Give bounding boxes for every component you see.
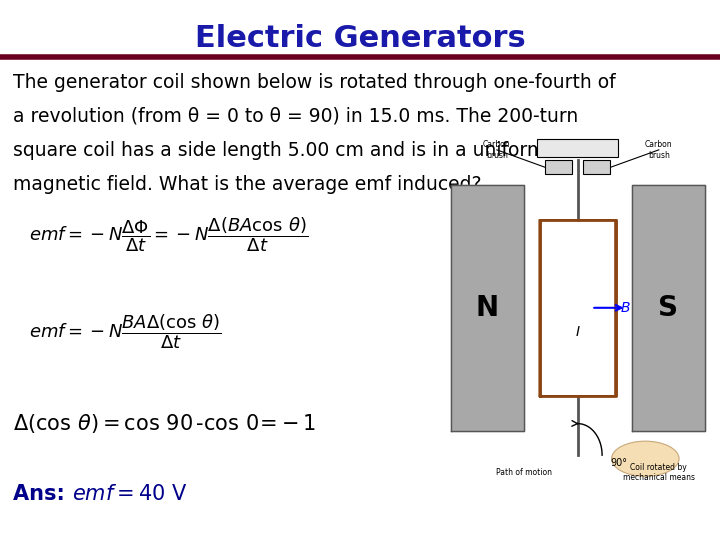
- Text: a revolution (from θ = 0 to θ = 90) in 15.0 ms. The 200-turn: a revolution (from θ = 0 to θ = 90) in 1…: [13, 107, 578, 126]
- Text: The generator coil shown below is rotated through one-fourth of: The generator coil shown below is rotate…: [13, 73, 616, 92]
- Text: 90°: 90°: [611, 458, 627, 468]
- Text: B: B: [621, 301, 631, 315]
- FancyBboxPatch shape: [546, 160, 572, 174]
- Ellipse shape: [611, 441, 679, 476]
- Polygon shape: [632, 185, 705, 431]
- Text: magnetic field. What is the average emf induced?: magnetic field. What is the average emf …: [13, 175, 482, 194]
- Text: Carbon
brush: Carbon brush: [645, 140, 672, 159]
- FancyBboxPatch shape: [537, 139, 618, 157]
- Text: N: N: [476, 294, 499, 322]
- Text: $emf = -N\dfrac{\Delta\Phi}{\Delta t} = -N\dfrac{\Delta(BA\cos\,\theta)}{\Delta : $emf = -N\dfrac{\Delta\Phi}{\Delta t} = …: [29, 215, 308, 254]
- Text: Ans:: Ans:: [13, 484, 72, 504]
- Text: $\Delta(\cos\,\theta) = \cos\,90\,\text{-}\cos\,0\!=\!-1$: $\Delta(\cos\,\theta) = \cos\,90\,\text{…: [13, 413, 316, 435]
- Text: square coil has a side length 5.00 cm and is in a uniform 1.2 T: square coil has a side length 5.00 cm an…: [13, 141, 598, 160]
- Text: Coil rotated by
mechanical means: Coil rotated by mechanical means: [623, 463, 695, 482]
- Text: $emf = 40$ V: $emf = 40$ V: [72, 484, 187, 504]
- Polygon shape: [451, 185, 523, 431]
- FancyBboxPatch shape: [583, 160, 611, 174]
- Text: Path of motion: Path of motion: [496, 468, 552, 477]
- Text: Electric Generators: Electric Generators: [194, 24, 526, 53]
- Text: S: S: [658, 294, 678, 322]
- Text: I: I: [576, 326, 580, 339]
- Text: Carbon
brush: Carbon brush: [483, 140, 510, 159]
- Text: $emf = -N\dfrac{BA\Delta(\cos\,\theta)}{\Delta t}$: $emf = -N\dfrac{BA\Delta(\cos\,\theta)}{…: [29, 313, 222, 352]
